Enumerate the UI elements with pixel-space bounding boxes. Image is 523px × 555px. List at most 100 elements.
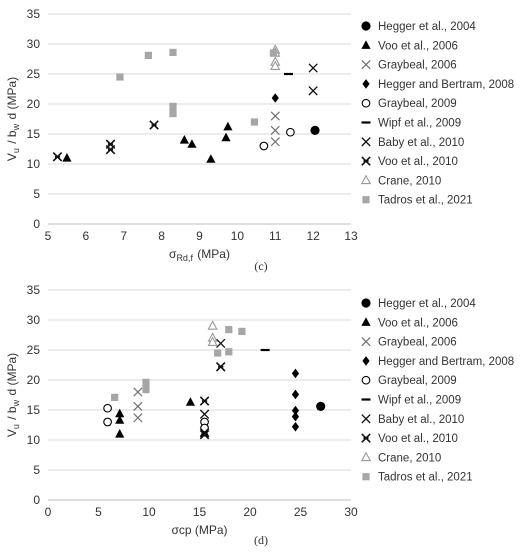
x-tick-label: 5	[45, 229, 52, 243]
y-axis-label: Vu / bw d (MPa)	[5, 77, 21, 161]
panel-label: (d)	[254, 533, 268, 547]
data-point	[250, 118, 259, 126]
data-point	[291, 368, 300, 379]
series-9	[111, 326, 246, 401]
legend-marker	[361, 336, 371, 347]
legend-marker	[361, 317, 371, 326]
x-axis-label: σRd,f (MPa)	[169, 247, 230, 263]
x-tick-label: 15	[193, 505, 207, 519]
data-point	[291, 422, 300, 432]
data-point	[216, 338, 226, 349]
series-4	[259, 127, 295, 151]
data-point	[199, 429, 210, 440]
x-tick-label: 10	[142, 505, 156, 519]
data-point	[270, 137, 280, 147]
legend: Hegger et al., 2004 Voo et al., 2006 Grayb…	[360, 21, 514, 207]
legend-entry: Graybeal, 2006	[378, 337, 457, 349]
data-point	[286, 127, 295, 137]
legend-entry: Baby et al., 2010	[378, 414, 464, 426]
legend-marker	[361, 21, 371, 31]
data-point	[308, 63, 318, 73]
legend-entry: Wipf et al., 2009	[378, 395, 461, 407]
data-point	[149, 120, 159, 130]
data-point	[185, 397, 196, 406]
legend-entry: Tadros et al., 2021	[378, 195, 473, 207]
series-3	[291, 368, 300, 432]
data-point	[291, 389, 300, 400]
data-point	[144, 51, 152, 59]
series-0	[310, 125, 320, 135]
legend-entry: Crane, 2010	[378, 452, 441, 464]
data-point	[225, 326, 233, 334]
legend-entry: Baby et al., 2010	[378, 137, 464, 149]
data-point	[62, 153, 72, 162]
x-tick-label: 10	[231, 229, 245, 243]
legend-marker	[361, 298, 371, 308]
data-point	[270, 111, 280, 121]
legend-entry: Graybeal, 2009	[378, 375, 457, 387]
data-point	[225, 348, 233, 356]
data-point	[206, 154, 216, 163]
x-tick-label: 20	[243, 505, 257, 519]
legend-entry: Voo et al., 2006	[378, 317, 458, 329]
legend-entry: Hegger and Bertram, 2008	[378, 79, 514, 91]
data-point	[199, 396, 210, 406]
data-point	[103, 417, 112, 427]
legend: Hegger et al., 2004 Voo et al., 2006 Grayb…	[360, 298, 514, 484]
data-point	[133, 387, 143, 397]
data-point	[207, 320, 218, 330]
legend-marker	[361, 433, 371, 443]
legend-marker	[361, 137, 371, 147]
legend-marker	[360, 174, 372, 185]
data-point	[259, 141, 269, 151]
legend-entry: Hegger et al., 2004	[378, 298, 476, 310]
legend-entry: Voo et al., 2006	[378, 40, 458, 52]
legend-entry: Hegger et al., 2004	[378, 21, 476, 33]
data-point	[52, 152, 63, 162]
y-tick-label: 10	[27, 157, 41, 171]
series-7	[199, 362, 226, 440]
legend-marker	[362, 79, 370, 89]
x-tick-label: 9	[196, 229, 203, 243]
chart-panel-d: 0 5 10 15 20 25 30 35 0 5 10 15 20 25 30 Vu / bw d (MPa…	[5, 283, 514, 547]
series-6	[199, 338, 226, 419]
y-tick-label: 20	[27, 373, 41, 387]
data-point	[291, 411, 300, 422]
legend-entry: Graybeal, 2006	[378, 60, 457, 72]
legend-marker	[362, 356, 370, 366]
y-tick-label: 0	[33, 217, 40, 231]
legend-marker	[361, 414, 371, 424]
y-tick-label: 35	[27, 283, 41, 297]
data-point	[111, 393, 119, 401]
data-point	[169, 110, 177, 118]
legend-entry: Voo et al., 2010	[378, 433, 458, 445]
legend-marker	[361, 156, 371, 166]
legend-entry: Graybeal, 2009	[378, 98, 457, 110]
x-tick-label: 25	[294, 505, 308, 519]
data-point	[270, 125, 280, 136]
legend-marker	[360, 451, 372, 462]
panel-label: (c)	[254, 259, 267, 273]
series-2	[270, 111, 280, 147]
x-tick-label: 0	[45, 505, 52, 519]
data-point	[179, 135, 189, 144]
legend-marker	[361, 40, 371, 49]
data-point	[199, 409, 210, 419]
series-0	[316, 401, 326, 411]
data-point	[187, 139, 197, 148]
x-tick-label: 8	[158, 229, 165, 243]
x-tick-label: 11	[269, 229, 282, 243]
x-tick-label: 5	[95, 505, 102, 519]
y-tick-label: 25	[27, 67, 41, 81]
data-point	[316, 401, 326, 411]
data-point	[223, 121, 233, 131]
series-8	[270, 44, 281, 70]
series-3	[271, 93, 279, 103]
data-point	[238, 327, 246, 335]
legend-entry: Hegger and Bertram, 2008	[378, 356, 514, 368]
data-point	[270, 60, 281, 70]
series-8	[207, 320, 218, 346]
